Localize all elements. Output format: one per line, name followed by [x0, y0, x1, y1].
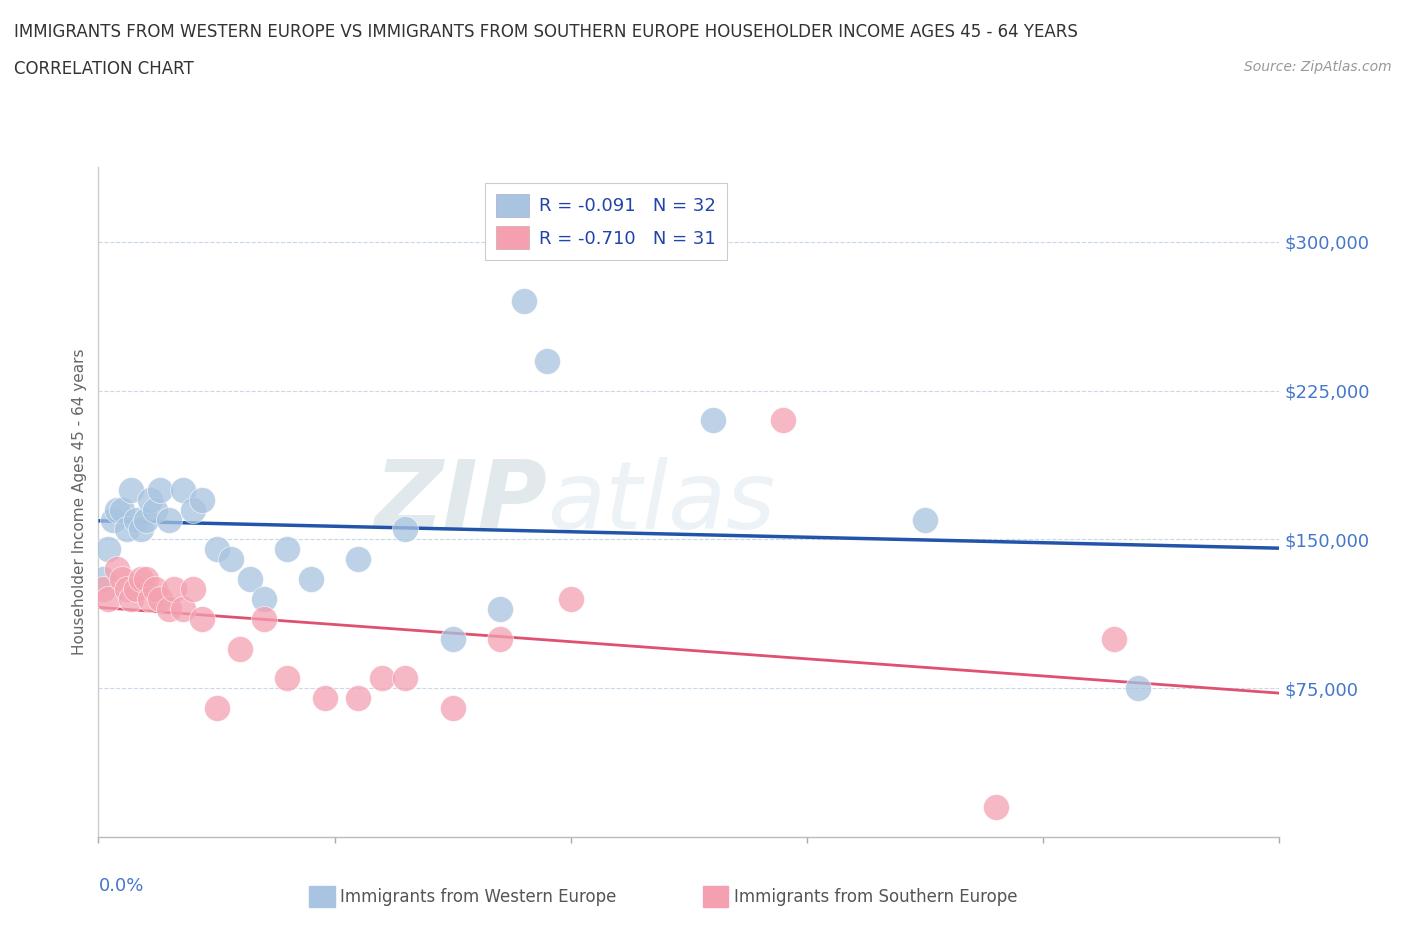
Point — [135, 512, 157, 527]
Point — [253, 611, 276, 626]
Y-axis label: Householder Income Ages 45 - 64 years: Householder Income Ages 45 - 64 years — [72, 349, 87, 656]
Point — [276, 542, 298, 557]
Point — [139, 492, 162, 507]
Point — [157, 512, 180, 527]
Point — [172, 602, 194, 617]
Point — [105, 502, 128, 517]
Point — [97, 591, 120, 606]
Point — [139, 591, 162, 606]
Point — [219, 551, 242, 566]
Point — [1126, 681, 1149, 696]
Point — [143, 502, 166, 517]
Point — [253, 591, 276, 606]
Point — [1102, 631, 1125, 646]
Point — [314, 691, 336, 706]
Point — [129, 522, 152, 537]
Point — [702, 413, 724, 428]
Point — [394, 671, 416, 685]
Point — [489, 602, 512, 617]
Text: CORRELATION CHART: CORRELATION CHART — [14, 60, 194, 78]
Text: 0.0%: 0.0% — [98, 877, 143, 896]
Point — [984, 800, 1007, 815]
Point — [441, 631, 464, 646]
Point — [121, 483, 143, 498]
Point — [163, 581, 186, 596]
Point — [191, 492, 214, 507]
Point — [111, 572, 134, 587]
Point — [560, 591, 582, 606]
Text: atlas: atlas — [547, 457, 776, 548]
Point — [371, 671, 394, 685]
Point — [121, 591, 143, 606]
Text: Immigrants from Western Europe: Immigrants from Western Europe — [340, 887, 617, 906]
Point — [105, 562, 128, 577]
Text: ZIP: ZIP — [374, 457, 547, 548]
Point — [91, 581, 114, 596]
Point — [299, 572, 322, 587]
Point — [111, 502, 134, 517]
Point — [91, 572, 114, 587]
Point — [172, 483, 194, 498]
Point — [229, 641, 252, 656]
Point — [129, 572, 152, 587]
Point — [914, 512, 936, 527]
Point — [239, 572, 262, 587]
Point — [125, 512, 148, 527]
Text: Source: ZipAtlas.com: Source: ZipAtlas.com — [1244, 60, 1392, 74]
Point — [115, 522, 138, 537]
Point — [512, 294, 534, 309]
Point — [149, 483, 172, 498]
Point — [149, 591, 172, 606]
Point — [101, 512, 124, 527]
Point — [115, 581, 138, 596]
Point — [772, 413, 794, 428]
Point — [489, 631, 512, 646]
Point — [205, 700, 228, 715]
Text: Immigrants from Southern Europe: Immigrants from Southern Europe — [734, 887, 1018, 906]
Point — [347, 691, 370, 706]
Text: IMMIGRANTS FROM WESTERN EUROPE VS IMMIGRANTS FROM SOUTHERN EUROPE HOUSEHOLDER IN: IMMIGRANTS FROM WESTERN EUROPE VS IMMIGR… — [14, 23, 1078, 41]
Point — [97, 542, 120, 557]
Legend: R = -0.091   N = 32, R = -0.710   N = 31: R = -0.091 N = 32, R = -0.710 N = 31 — [485, 183, 727, 260]
Point — [143, 581, 166, 596]
Point — [205, 542, 228, 557]
Point — [135, 572, 157, 587]
Point — [276, 671, 298, 685]
Point — [191, 611, 214, 626]
Point — [441, 700, 464, 715]
Point — [181, 581, 204, 596]
Point — [347, 551, 370, 566]
Point — [181, 502, 204, 517]
Point — [157, 602, 180, 617]
Point — [536, 353, 558, 368]
Point — [125, 581, 148, 596]
Point — [394, 522, 416, 537]
